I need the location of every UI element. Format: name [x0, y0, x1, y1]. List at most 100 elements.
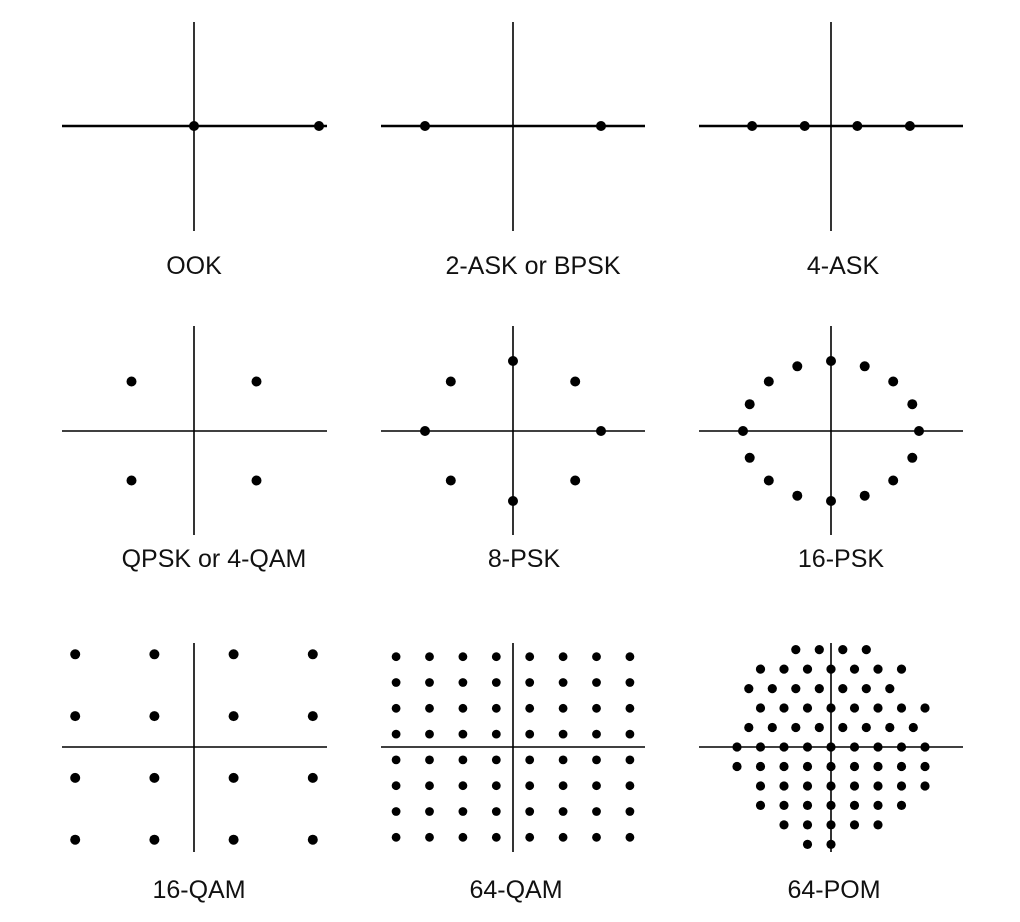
- constellation-point: [920, 761, 930, 772]
- constellation-point: [747, 121, 758, 131]
- constellation-point: [826, 839, 836, 850]
- constellation-point: [425, 703, 434, 713]
- constellation-point: [802, 664, 813, 674]
- panel-64-qam: 64-QAM: [381, 643, 645, 904]
- constellation-point: [558, 781, 568, 791]
- constellation-point: [920, 703, 930, 713]
- constellation-point: [755, 664, 766, 674]
- constellation-point: [896, 781, 907, 791]
- constellation-point: [920, 781, 930, 791]
- constellation-point: [570, 475, 581, 486]
- constellation-point: [873, 781, 883, 791]
- constellation-point: [826, 496, 836, 506]
- constellation-point: [391, 652, 401, 662]
- constellation-point: [149, 711, 160, 722]
- constellation-point: [763, 475, 774, 486]
- constellation-point: [458, 678, 468, 687]
- constellation-point: [861, 722, 871, 733]
- label-64-qam: 64-QAM: [469, 876, 562, 904]
- constellation-point: [525, 781, 535, 791]
- constellation-point: [859, 361, 870, 372]
- constellation-point: [425, 781, 434, 791]
- label-2-ask-bpsk: 2-ASK or BPSK: [445, 252, 620, 280]
- constellation-point: [525, 729, 535, 739]
- constellation-point: [802, 839, 813, 850]
- constellation-point: [445, 475, 456, 486]
- constellation-point: [189, 121, 199, 131]
- constellation-point: [849, 703, 860, 713]
- label-ook: OOK: [166, 252, 222, 280]
- constellation-point: [525, 832, 535, 842]
- constellation-point: [458, 832, 468, 842]
- constellation-point: [849, 781, 860, 791]
- constellation-point: [558, 832, 568, 842]
- constellation-point: [592, 729, 601, 739]
- constellation-point: [920, 742, 930, 752]
- constellation-point: [802, 800, 813, 811]
- constellation-point: [525, 652, 535, 662]
- constellation-point: [508, 356, 518, 366]
- constellation-point: [792, 490, 803, 501]
- constellation-point: [873, 820, 883, 830]
- constellation-point: [738, 426, 748, 436]
- constellation-point: [592, 781, 601, 791]
- constellation-point: [491, 729, 501, 739]
- constellation-point: [814, 684, 824, 694]
- constellation-point: [570, 376, 581, 387]
- constellation-point: [791, 645, 801, 655]
- constellation-point: [896, 703, 907, 713]
- constellation-point: [592, 703, 601, 713]
- constellation-point: [779, 703, 789, 713]
- panel-ook: OOK: [62, 22, 327, 280]
- constellation-point: [491, 703, 501, 713]
- constellation-point: [779, 742, 789, 752]
- constellation-point: [873, 742, 883, 752]
- constellation-point: [826, 761, 836, 772]
- constellation-point: [826, 820, 836, 830]
- constellation-point: [744, 452, 755, 463]
- constellation-point: [491, 652, 501, 662]
- constellation-point: [491, 755, 501, 765]
- constellation-point: [558, 652, 568, 662]
- constellation-point: [779, 781, 789, 791]
- constellation-point: [755, 742, 766, 752]
- constellation-point: [873, 761, 883, 772]
- constellation-point: [251, 376, 262, 387]
- constellation-point: [420, 426, 430, 436]
- panel-16-qam: 16-QAM: [62, 643, 327, 904]
- constellation-point: [458, 807, 468, 816]
- constellation-point: [826, 742, 836, 752]
- constellation-point: [814, 722, 824, 733]
- constellation-point: [458, 703, 468, 713]
- constellation-point: [799, 121, 810, 131]
- constellation-point: [625, 729, 635, 739]
- constellation-point: [873, 664, 883, 674]
- constellation-point: [885, 684, 895, 694]
- constellation-point: [908, 722, 918, 733]
- constellation-point: [755, 761, 766, 772]
- constellation-point: [525, 807, 535, 816]
- constellation-point: [802, 781, 813, 791]
- constellation-point: [888, 475, 899, 486]
- constellation-point: [425, 755, 434, 765]
- constellation-point: [779, 664, 789, 674]
- constellation-point: [904, 121, 915, 131]
- constellation-point: [391, 755, 401, 765]
- constellation-point: [228, 772, 239, 783]
- constellation-point: [896, 800, 907, 811]
- constellation-point: [558, 755, 568, 765]
- constellation-point: [592, 652, 601, 662]
- constellation-point: [792, 361, 803, 372]
- constellation-point: [525, 703, 535, 713]
- constellation-point: [491, 781, 501, 791]
- constellation-point: [458, 781, 468, 791]
- panel-64-pom: 64-POM: [699, 643, 963, 904]
- label-8-psk: 8-PSK: [488, 545, 561, 573]
- constellation-point: [826, 703, 836, 713]
- constellation-point: [307, 649, 318, 660]
- constellation-point: [592, 832, 601, 842]
- constellation-point: [558, 678, 568, 687]
- constellation-point: [873, 703, 883, 713]
- constellation-point: [802, 820, 813, 830]
